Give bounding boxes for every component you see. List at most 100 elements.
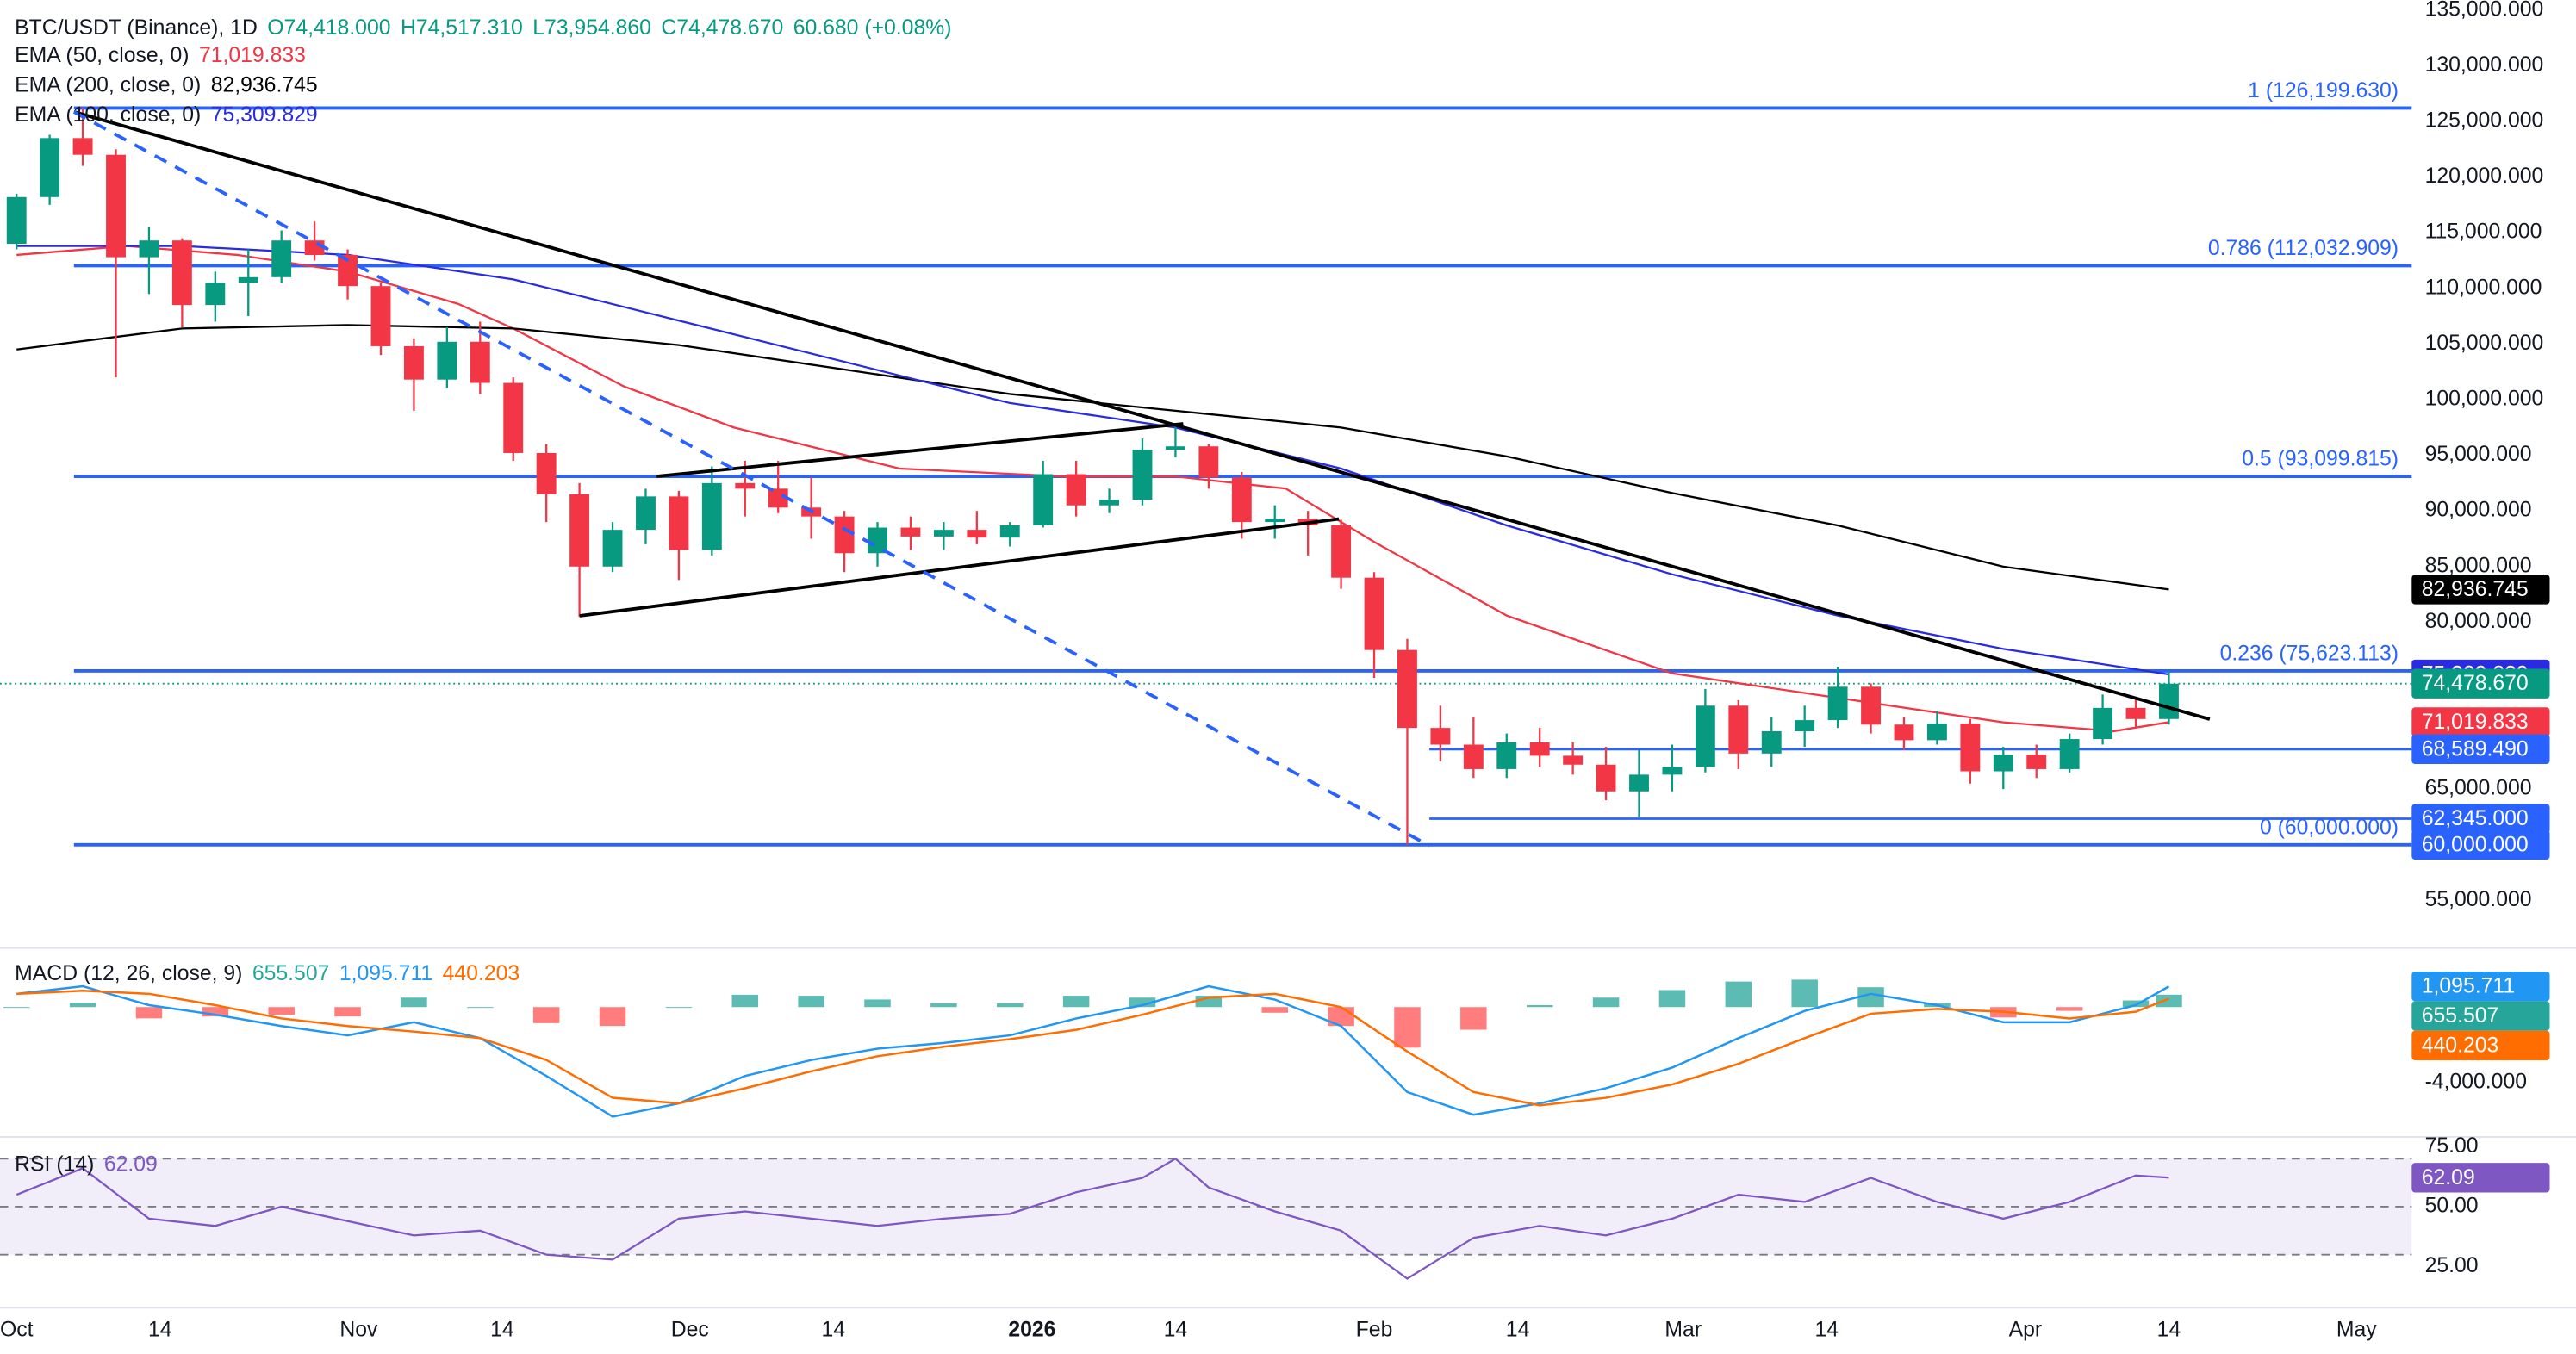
candle-body bbox=[2125, 707, 2146, 719]
ema-value: 82,936.745 bbox=[211, 73, 318, 96]
ema-legend: EMA (100, close, 0) 75,309.829 bbox=[15, 102, 318, 126]
ema-name: EMA (50, close, 0) bbox=[15, 44, 189, 67]
candle-body bbox=[1563, 755, 1584, 765]
candle-body bbox=[1165, 446, 1185, 450]
candle-body bbox=[1463, 744, 1484, 769]
histogram-bar bbox=[69, 1003, 96, 1008]
fib-level-label: 0.786 (112,032.909) bbox=[2208, 237, 2399, 260]
histogram-bar bbox=[2122, 1000, 2150, 1008]
ema-line bbox=[16, 245, 2169, 676]
candle-body bbox=[602, 530, 623, 567]
histogram-bar bbox=[1791, 979, 1818, 1008]
candle-body bbox=[1960, 723, 1981, 772]
candle-body bbox=[2026, 755, 2047, 769]
candle-body bbox=[569, 494, 590, 567]
histogram-bar bbox=[135, 1007, 163, 1019]
macd-value-badge-badge bbox=[2411, 972, 2550, 1002]
histogram-bar bbox=[2056, 1007, 2083, 1011]
macd-value: 440.203 bbox=[443, 962, 520, 985]
x-tick-label: Nov bbox=[339, 1318, 378, 1341]
candle-body bbox=[1695, 705, 1715, 767]
histogram-bar bbox=[334, 1007, 361, 1017]
candle-body bbox=[1198, 446, 1219, 478]
candle-body bbox=[1066, 474, 1086, 506]
candle-body bbox=[437, 341, 457, 380]
candle-body bbox=[106, 154, 126, 258]
candle-body bbox=[1795, 720, 1815, 732]
candle-body bbox=[536, 452, 557, 494]
macd-value-badge-badge bbox=[2411, 1030, 2550, 1060]
candle-body bbox=[1861, 686, 1881, 725]
candle-body bbox=[1231, 477, 1252, 523]
price-line-badge: 60,000.000 bbox=[2422, 833, 2529, 856]
candle-body bbox=[1993, 755, 2013, 772]
histogram-bar bbox=[1129, 997, 1156, 1008]
candle-body bbox=[669, 496, 689, 550]
ema-value-badge: 71,019.833 bbox=[2422, 711, 2529, 734]
histogram-bar bbox=[268, 1007, 295, 1015]
ohlc-value: H74,517.310 bbox=[401, 16, 523, 39]
candle-body bbox=[139, 240, 159, 258]
chart-header: BTC/USDT (Binance), 1D O74,418.000 H74,517… bbox=[15, 16, 951, 39]
x-tick-label: Mar bbox=[1664, 1318, 1702, 1341]
candle-body bbox=[470, 341, 490, 383]
y-tick-label: 80,000.000 bbox=[2425, 610, 2532, 633]
histogram-bar bbox=[930, 1003, 957, 1008]
histogram-bar bbox=[1526, 1005, 1553, 1008]
histogram-bar bbox=[798, 996, 824, 1008]
ema-legend: EMA (200, close, 0) 82,936.745 bbox=[15, 73, 318, 96]
y-tick-label: 85,000.000 bbox=[2425, 554, 2532, 577]
x-tick-label: 14 bbox=[1506, 1318, 1530, 1341]
x-tick-label: Apr bbox=[2009, 1318, 2043, 1341]
candle-body bbox=[1529, 742, 1550, 756]
x-tick-label: 14 bbox=[1164, 1318, 1188, 1341]
histogram-bar bbox=[1592, 997, 1620, 1008]
candle-body bbox=[2093, 707, 2113, 740]
ema-legend: EMA (50, close, 0) 71,019.833 bbox=[15, 44, 306, 67]
x-tick-label: 2026 bbox=[1008, 1318, 1055, 1341]
x-tick-label: 14 bbox=[2157, 1318, 2181, 1341]
ohlc-value: C74,478.670 bbox=[661, 16, 783, 39]
symbol-title: BTC/USDT (Binance), 1D bbox=[15, 16, 258, 39]
candle-body bbox=[271, 240, 292, 277]
price-line-badge-badge bbox=[2411, 734, 2550, 764]
candle-body bbox=[1132, 450, 1153, 500]
candle-body bbox=[1331, 525, 1352, 578]
y-tick-label: 75.00 bbox=[2425, 1134, 2479, 1158]
macd-value: 1,095.711 bbox=[339, 962, 432, 985]
candle-body bbox=[1033, 474, 1054, 525]
candle-body bbox=[900, 527, 921, 537]
ema-line bbox=[16, 245, 2169, 733]
x-tick-label: Feb bbox=[1356, 1318, 1393, 1341]
candle-body bbox=[1926, 723, 1947, 741]
price-line-badge-badge bbox=[2411, 804, 2550, 834]
candle-body bbox=[205, 283, 226, 306]
price-line-badge: 68,589.490 bbox=[2422, 737, 2529, 761]
y-tick-label: 65,000.000 bbox=[2425, 777, 2532, 800]
ema-value-badge-badge bbox=[2411, 707, 2550, 737]
candle-body bbox=[1728, 705, 1749, 754]
rsi-value: 62.09 bbox=[104, 1152, 158, 1176]
y-tick-label: 120,000.000 bbox=[2425, 165, 2544, 188]
ema-value-badge-badge bbox=[2411, 575, 2550, 605]
candle-body bbox=[171, 240, 192, 306]
candle-body bbox=[999, 525, 1020, 538]
candle-body bbox=[1265, 519, 1285, 523]
price-line-badge-badge bbox=[2411, 829, 2550, 860]
ema-value-badge: 82,936.745 bbox=[2422, 578, 2529, 601]
candle-body bbox=[238, 276, 258, 283]
histogram-bar bbox=[1062, 996, 1090, 1008]
ema-value: 75,309.829 bbox=[211, 102, 318, 126]
histogram-bar bbox=[2156, 994, 2182, 1008]
candle-body bbox=[1662, 767, 1683, 775]
macd-hist-value: 655.507 bbox=[252, 962, 330, 985]
candle-body bbox=[1629, 774, 1649, 792]
x-tick-label: 14 bbox=[821, 1318, 845, 1341]
candle-body bbox=[834, 516, 855, 554]
rsi-value-badge-badge bbox=[2411, 1163, 2550, 1193]
x-tick-label: 14 bbox=[148, 1318, 172, 1341]
fib-level-label: 1 (126,199.630) bbox=[2248, 79, 2399, 102]
histogram-bar bbox=[401, 997, 427, 1008]
candle-body bbox=[1364, 577, 1384, 650]
candle-body bbox=[735, 482, 756, 489]
